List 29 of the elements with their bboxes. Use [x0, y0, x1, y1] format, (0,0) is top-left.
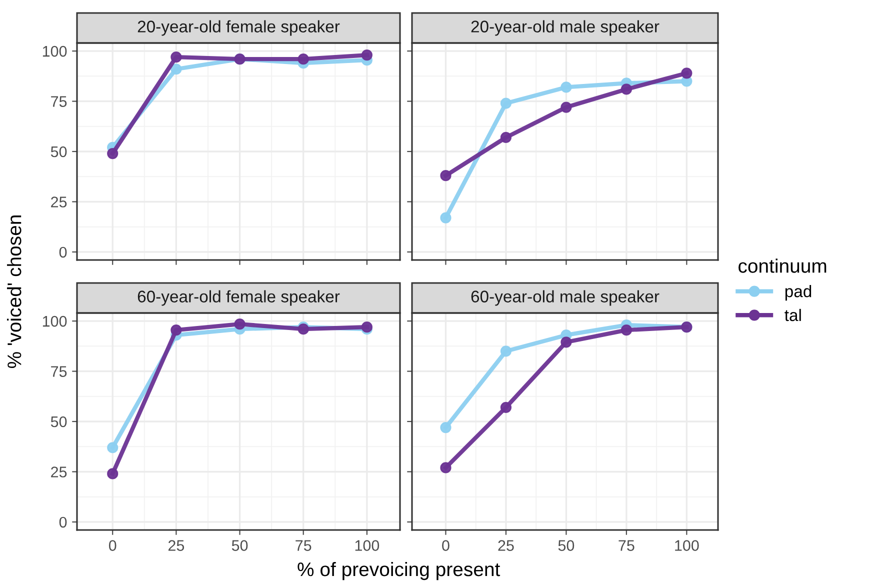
y-tick-label: 0 [59, 516, 67, 528]
y-tick-label: 0 [59, 246, 67, 258]
x-tick-label: 25 [168, 540, 184, 551]
legend-label: pad [785, 285, 812, 301]
x-tick-label: 0 [108, 540, 116, 551]
x-tick-label: 100 [355, 540, 380, 551]
y-tick-label: 75 [51, 96, 67, 107]
legend-label: tal [784, 308, 801, 322]
y-tick-label: 75 [51, 366, 67, 377]
x-tick-label: 25 [498, 540, 514, 551]
chart-title: 60-year-old male speaker [471, 290, 660, 306]
chart-title: 20-year-old male speaker [471, 20, 660, 36]
y-tick-label: 50 [50, 416, 67, 428]
x-tick-label: 50 [558, 540, 574, 551]
y-axis-title: % 'voiced' chosen [7, 216, 22, 368]
y-tick-label: 25 [51, 466, 67, 478]
chart-title: 20-year-old female speaker [138, 20, 340, 36]
x-axis-title: % of prevoicing present [298, 562, 500, 580]
chart-title: 60-year-old female speaker [138, 290, 340, 306]
x-tick-label: 100 [675, 540, 699, 551]
y-tick-label: 100 [42, 46, 67, 57]
y-tick-label: 100 [42, 316, 67, 327]
x-tick-label: 75 [618, 540, 634, 551]
x-tick-label: 50 [232, 540, 248, 551]
y-tick-label: 25 [51, 196, 67, 208]
x-tick-label: 75 [296, 540, 312, 551]
x-tick-label: 0 [442, 540, 450, 551]
legend-title: continuum [738, 258, 826, 273]
y-tick-label: 50 [50, 146, 67, 158]
